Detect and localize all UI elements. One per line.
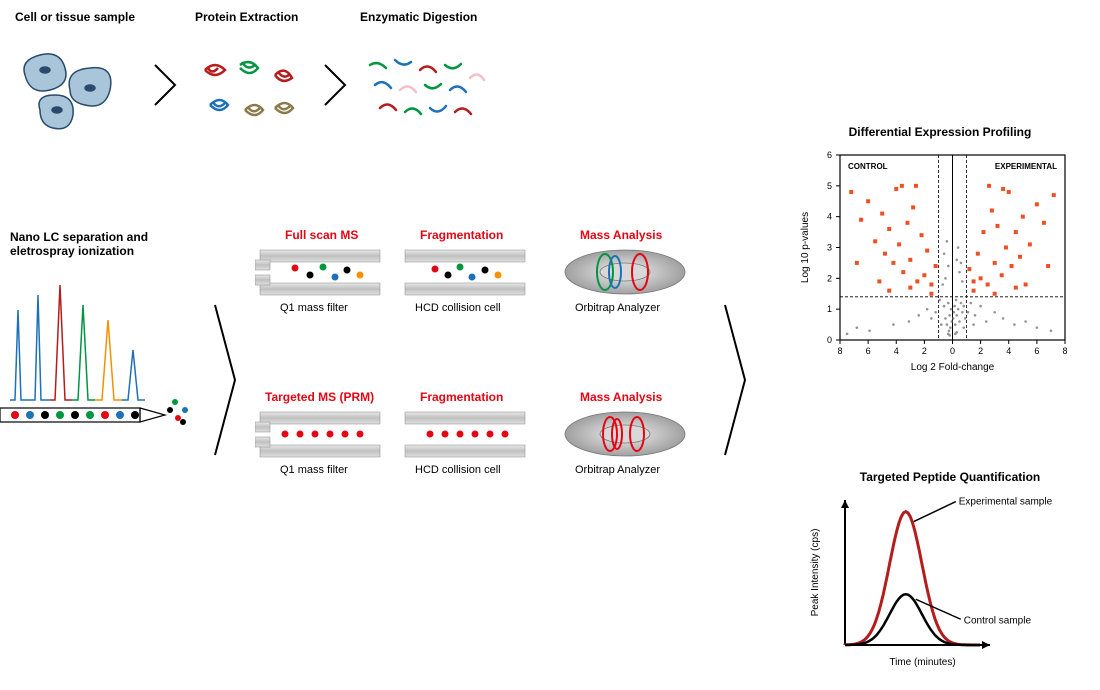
orbitrap-label-prm: Orbitrap Analyzer xyxy=(575,464,660,476)
peak-chart: Experimental sample Control sample Time (m… xyxy=(800,490,1090,680)
svg-text:0: 0 xyxy=(950,346,955,356)
lc-chromatogram-icon xyxy=(0,270,200,440)
cells-icon xyxy=(15,40,145,140)
svg-text:CONTROL: CONTROL xyxy=(848,162,888,171)
svg-text:2: 2 xyxy=(827,273,832,283)
q1-filter-full-icon xyxy=(255,245,385,300)
q1-filter-prm-icon xyxy=(255,407,385,462)
svg-text:2: 2 xyxy=(978,346,983,356)
svg-text:Log 2 Fold-change: Log 2 Fold-change xyxy=(911,362,995,373)
svg-text:3: 3 xyxy=(827,243,832,253)
hcd-label-prm: HCD collision cell xyxy=(415,464,501,476)
orbitrap-full-icon xyxy=(555,245,695,300)
step1-label: Cell or tissue sample xyxy=(15,10,135,24)
arrow-2-icon xyxy=(320,60,350,110)
svg-text:6: 6 xyxy=(827,150,832,160)
svg-text:4: 4 xyxy=(827,212,832,222)
arrow-3-icon xyxy=(210,300,240,460)
mass-title-prm: Mass Analysis xyxy=(580,390,662,404)
peak-title: Targeted Peptide Quantification xyxy=(850,470,1050,484)
svg-text:4: 4 xyxy=(1006,346,1011,356)
hcd-cell-prm-icon xyxy=(400,407,530,462)
svg-text:6: 6 xyxy=(1034,346,1039,356)
volcano-plot: 8642024680123456CONTROLEXPERIMENTALLog 2… xyxy=(790,145,1080,385)
step2-label: Protein Extraction xyxy=(195,10,298,24)
frag-title-prm: Fragmentation xyxy=(420,390,503,404)
prm-title: Targeted MS (PRM) xyxy=(265,390,374,404)
svg-text:1: 1 xyxy=(827,304,832,314)
hcd-label-full: HCD collision cell xyxy=(415,302,501,314)
arrow-4-icon xyxy=(720,300,750,460)
svg-text:8: 8 xyxy=(837,346,842,356)
hcd-cell-full-icon xyxy=(400,245,530,300)
svg-text:0: 0 xyxy=(827,335,832,345)
svg-text:EXPERIMENTAL: EXPERIMENTAL xyxy=(995,162,1057,171)
arrow-1-icon xyxy=(150,60,180,110)
mass-title-full: Mass Analysis xyxy=(580,228,662,242)
q1-label-prm: Q1 mass filter xyxy=(280,464,348,476)
svg-text:4: 4 xyxy=(894,346,899,356)
svg-text:8: 8 xyxy=(1062,346,1067,356)
svg-text:2: 2 xyxy=(922,346,927,356)
svg-text:Control sample: Control sample xyxy=(964,615,1032,626)
svg-text:Time (minutes): Time (minutes) xyxy=(889,657,955,668)
step3-label: Enzymatic Digestion xyxy=(360,10,477,24)
peptides-icon xyxy=(360,50,490,130)
proteins-icon xyxy=(190,50,310,140)
svg-text:6: 6 xyxy=(866,346,871,356)
svg-text:Experimental sample: Experimental sample xyxy=(959,497,1053,508)
lc-label: Nano LC separation and eletrospray ioniz… xyxy=(10,230,160,258)
svg-text:Log 10 p-values: Log 10 p-values xyxy=(800,212,811,283)
svg-text:Peak Intensity (cps): Peak Intensity (cps) xyxy=(810,529,821,617)
frag-title-full: Fragmentation xyxy=(420,228,503,242)
orbitrap-prm-icon xyxy=(555,407,695,462)
svg-text:5: 5 xyxy=(827,181,832,191)
orbitrap-label-full: Orbitrap Analyzer xyxy=(575,302,660,314)
full-scan-title: Full scan MS xyxy=(285,228,358,242)
volcano-title: Differential Expression Profiling xyxy=(840,125,1040,139)
q1-label-full: Q1 mass filter xyxy=(280,302,348,314)
